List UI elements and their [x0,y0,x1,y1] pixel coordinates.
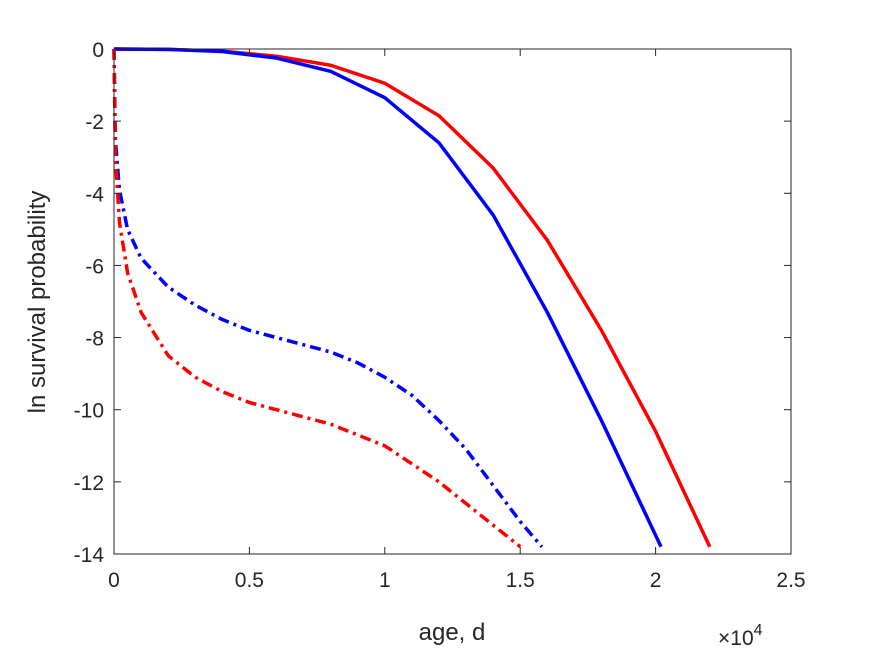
x-exponent-power: 4 [754,622,763,639]
y-tick-label: -6 [85,255,104,278]
series-line-4 [112,48,522,549]
y-tick-label: -4 [85,183,104,206]
y-axis-label: ln survival probability [24,191,51,414]
y-tick-label: -10 [74,400,104,423]
plot-area [114,49,791,554]
x-tick-label: 2.5 [776,569,805,592]
x-tick-label: 0 [108,569,120,592]
x-exponent-base: ×10 [718,627,754,650]
y-tick-label: -14 [74,544,105,567]
x-tick-label: 0.5 [235,569,264,592]
ticks-layer: 0 0.5 1 1.5 2 2.5 0 -2 -4 -6 -8 -10 -12 -14 [74,39,806,592]
series-line-3 [112,48,544,548]
y-tick-label: -12 [74,472,104,495]
y-tick-label: -2 [85,111,104,134]
series-layer [112,47,712,549]
y-tick-label: 0 [92,39,104,62]
x-axis-label: age, d [419,619,486,646]
y-tick-label: -8 [85,328,104,351]
x-exponent-label: ×104 [718,622,763,650]
x-tick-label: 1 [379,569,391,592]
x-tick-label: 1.5 [506,569,535,592]
series-line-2 [113,47,663,548]
axes-box [113,48,792,555]
x-tick-label: 2 [650,569,662,592]
